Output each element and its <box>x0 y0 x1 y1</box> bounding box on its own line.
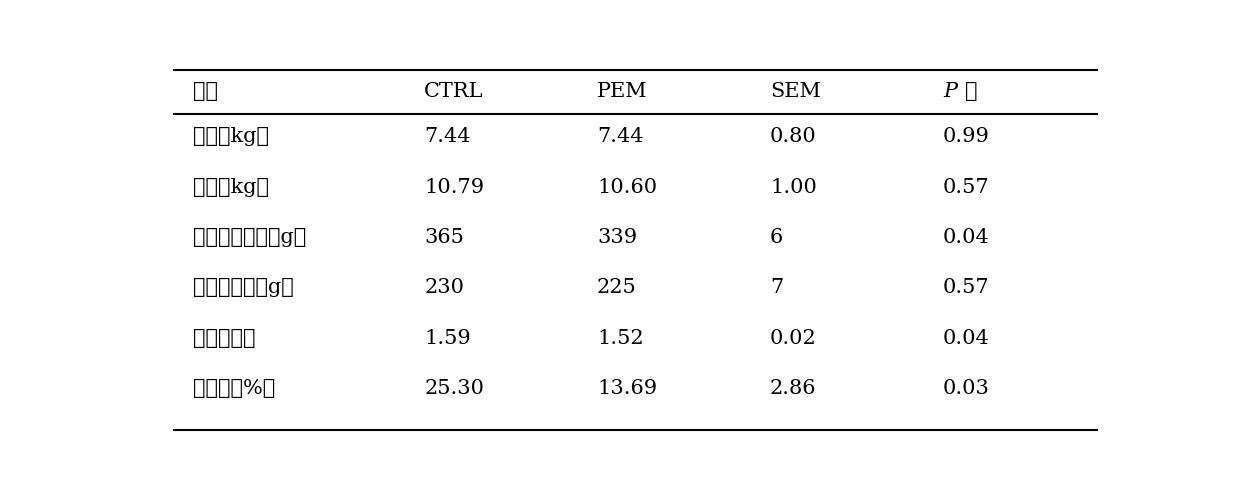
Text: 7: 7 <box>770 278 784 297</box>
Text: 0.80: 0.80 <box>770 127 817 146</box>
Text: 平均日增重（g）: 平均日增重（g） <box>193 278 294 297</box>
Text: 1.52: 1.52 <box>596 329 644 348</box>
Text: 0.04: 0.04 <box>942 228 990 247</box>
Text: 25.30: 25.30 <box>424 379 484 398</box>
Text: 0.99: 0.99 <box>942 127 990 146</box>
Text: 10.60: 10.60 <box>596 178 657 197</box>
Text: 耗料增重比: 耗料增重比 <box>193 329 255 348</box>
Text: 2.86: 2.86 <box>770 379 816 398</box>
Text: 平均日采食量（g）: 平均日采食量（g） <box>193 228 306 247</box>
Text: 6: 6 <box>770 228 784 247</box>
Text: 10.79: 10.79 <box>424 178 484 197</box>
Text: 365: 365 <box>424 228 464 247</box>
Text: 13.69: 13.69 <box>596 379 657 398</box>
Text: 1.00: 1.00 <box>770 178 817 197</box>
Text: 末重（kg）: 末重（kg） <box>193 178 269 197</box>
Text: 0.04: 0.04 <box>942 329 990 348</box>
Text: SEM: SEM <box>770 82 821 101</box>
Text: 项目: 项目 <box>193 82 218 101</box>
Text: 值: 值 <box>965 82 977 101</box>
Text: 230: 230 <box>424 278 464 297</box>
Text: 7.44: 7.44 <box>424 127 471 146</box>
Text: 225: 225 <box>596 278 637 297</box>
Text: PEM: PEM <box>596 82 647 101</box>
Text: P: P <box>942 82 963 101</box>
Text: 0.57: 0.57 <box>942 178 990 197</box>
Text: 0.57: 0.57 <box>942 278 990 297</box>
Text: 始重（kg）: 始重（kg） <box>193 127 269 146</box>
Text: 339: 339 <box>596 228 637 247</box>
Text: 0.02: 0.02 <box>770 329 817 348</box>
Text: 腹泻率（%）: 腹泻率（%） <box>193 379 275 398</box>
Text: 7.44: 7.44 <box>596 127 644 146</box>
Text: 1.59: 1.59 <box>424 329 471 348</box>
Text: CTRL: CTRL <box>424 82 484 101</box>
Text: 0.03: 0.03 <box>942 379 990 398</box>
